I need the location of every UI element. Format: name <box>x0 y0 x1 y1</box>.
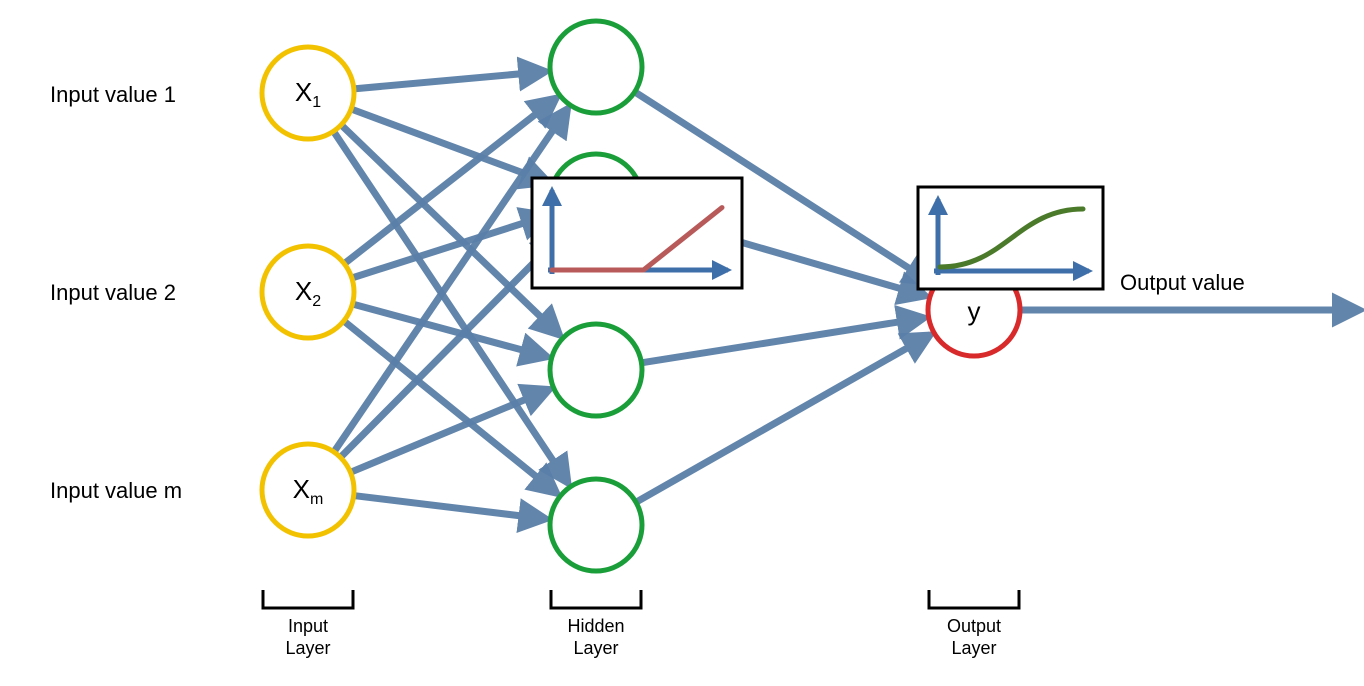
activation-relu <box>532 178 742 288</box>
activation-sigmoid <box>918 187 1103 289</box>
layer-label-output: Output Layer <box>934 616 1014 659</box>
nodes <box>262 21 1020 571</box>
layer-label-hidden: Hidden Layer <box>556 616 636 659</box>
label-input-1: Input value 1 <box>50 82 176 108</box>
label-input-2: Input value 2 <box>50 280 176 306</box>
label-output: Output value <box>1120 270 1245 296</box>
layer-label-input: Input Layer <box>268 616 348 659</box>
nn-diagram <box>0 0 1364 686</box>
label-input-m: Input value m <box>50 478 182 504</box>
